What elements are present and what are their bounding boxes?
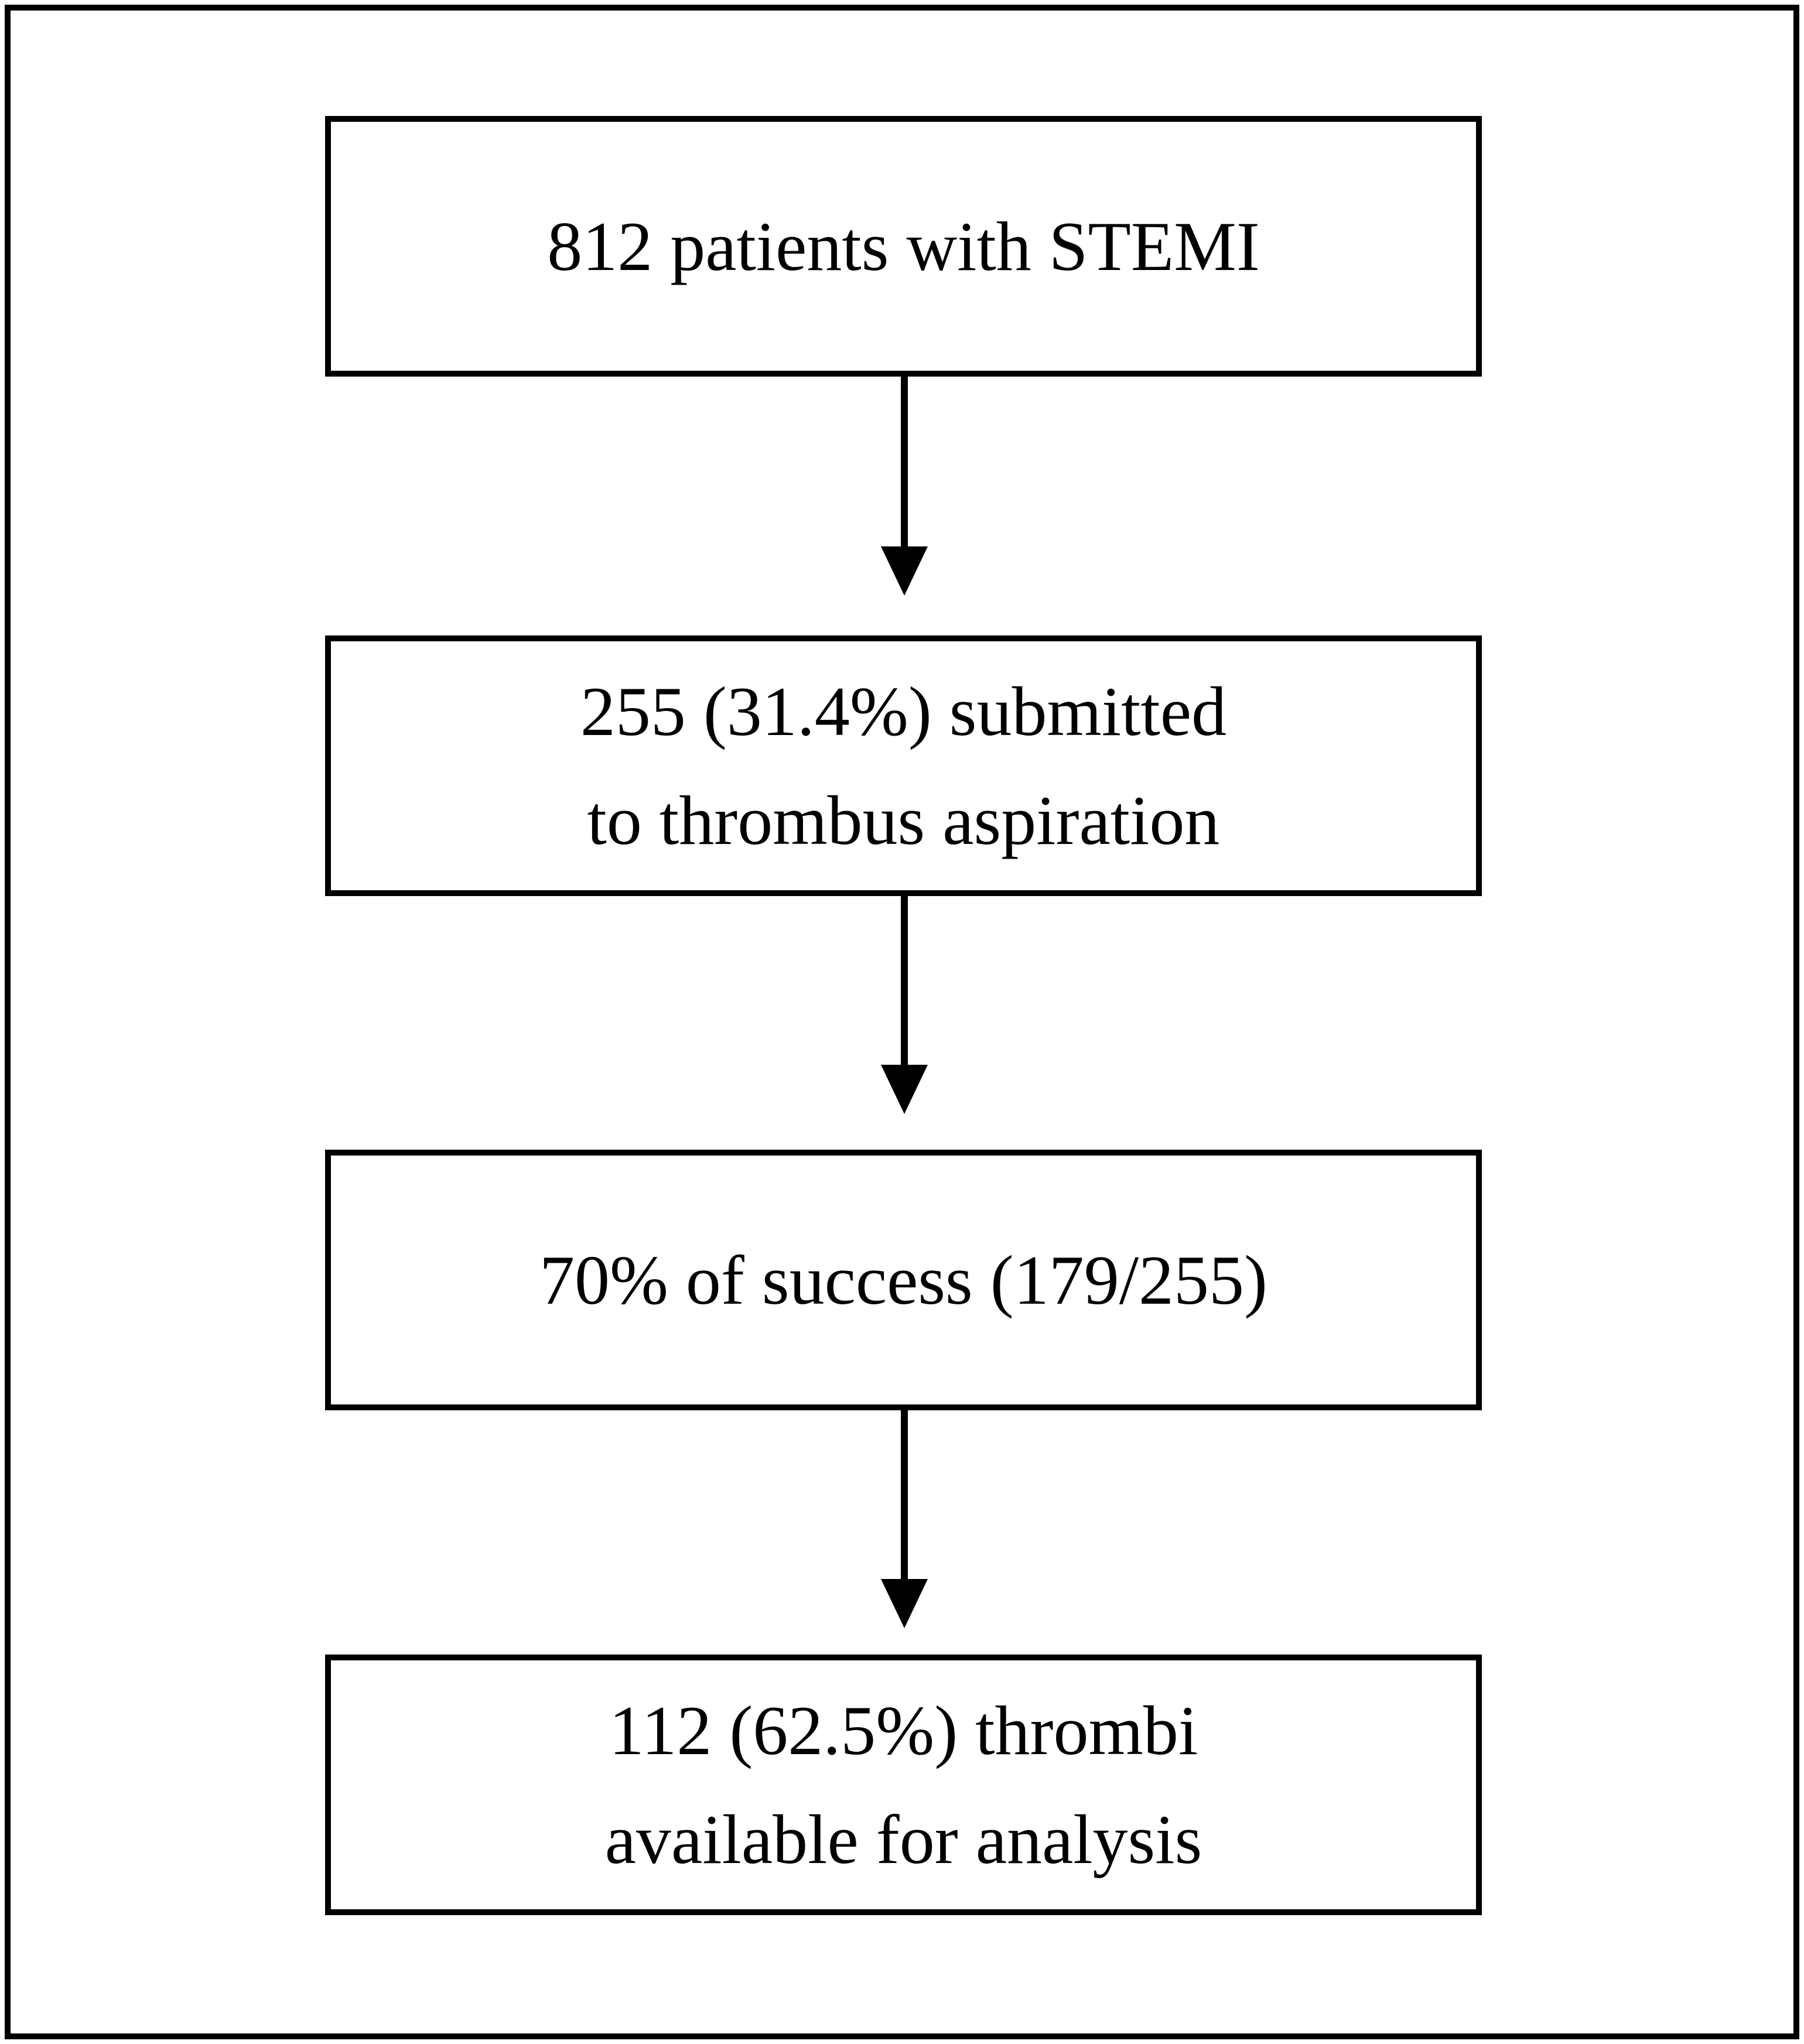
flow-node-thrombus-aspiration: 255 (31.4%) submitted to thrombus aspira… (325, 635, 1482, 896)
node-text-line: to thrombus aspiration (587, 781, 1220, 859)
flow-node-aspiration-success: 70% of success (179/255) (325, 1150, 1482, 1410)
node-text-line: 112 (62.5%) thrombi (609, 1691, 1198, 1769)
down-arrow-icon (869, 1409, 939, 1628)
arrow-stem (901, 377, 908, 546)
arrow-stem (901, 1409, 908, 1579)
down-arrow-icon (869, 377, 939, 596)
arrow-stem (901, 895, 908, 1065)
arrow-head (881, 1579, 928, 1628)
flow-node-stemi-patients: 812 patients with STEMI (325, 116, 1482, 377)
figure-border (5, 5, 1799, 2039)
node-text-line: available for analysis (604, 1800, 1202, 1878)
node-text-line: 255 (31.4%) submitted (580, 672, 1227, 750)
node-text-line: 812 patients with STEMI (547, 207, 1260, 285)
flow-node-thrombi-analysis: 112 (62.5%) thrombi available for analys… (325, 1655, 1482, 1915)
down-arrow-icon (869, 895, 939, 1114)
node-text-line: 70% of success (179/255) (539, 1240, 1268, 1319)
arrow-head (881, 546, 928, 596)
arrow-head (881, 1065, 928, 1114)
